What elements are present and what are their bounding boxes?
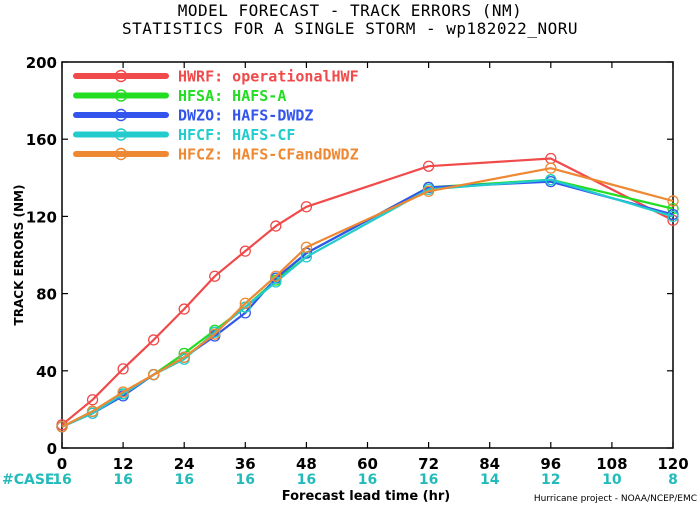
data-point	[422, 185, 435, 197]
series-line	[61, 178, 674, 428]
data-point	[178, 351, 190, 363]
y-tick-label: 200	[26, 54, 57, 72]
series-2	[56, 174, 679, 433]
case-count: 16	[419, 472, 438, 488]
data-point	[667, 210, 679, 223]
legend-item: HFCF: HAFS-CF	[73, 126, 295, 144]
data-point	[147, 334, 160, 346]
case-count: 16	[174, 472, 193, 488]
series-layer	[56, 152, 679, 433]
title-line-2: STATISTICS FOR A SINGLE STORM - wp182022…	[122, 19, 578, 38]
x-tick-label: 24	[174, 455, 195, 473]
data-point	[117, 363, 129, 375]
data-point	[147, 369, 160, 381]
legend-marker	[114, 147, 128, 161]
x-tick-label: 0	[57, 455, 67, 473]
data-point	[300, 201, 313, 213]
x-tick-label: 60	[357, 455, 378, 473]
data-point	[209, 270, 221, 282]
credit-text: Hurricane project - NOAA/NCEP/EMC	[534, 494, 697, 504]
legend-item: DWZO: HAFS-DWDZ	[73, 107, 313, 125]
x-tick-label: 96	[540, 455, 561, 473]
legend-marker	[114, 69, 128, 83]
case-count: 8	[668, 472, 678, 488]
x-tick-label: 72	[418, 455, 439, 473]
data-point	[117, 386, 129, 398]
case-count: 16	[236, 472, 255, 488]
data-point	[239, 245, 251, 257]
x-axis-label: Forecast lead time (hr)	[282, 489, 450, 504]
data-point	[86, 394, 99, 406]
case-count: 16	[297, 472, 316, 488]
x-tick-label: 108	[596, 455, 627, 473]
legend-marker	[114, 128, 128, 141]
y-tick-label: 120	[26, 208, 57, 226]
plot-frame	[61, 61, 674, 449]
title-line-1: MODEL FORECAST - TRACK ERRORS (NM)	[177, 1, 523, 20]
case-count: 14	[480, 472, 500, 488]
x-tick-label: 12	[113, 455, 134, 473]
legend-label: HFSA: HAFS-A	[178, 87, 286, 105]
case-count: 10	[602, 472, 622, 488]
y-tick-label: 80	[36, 286, 57, 304]
case-count: 12	[541, 472, 560, 488]
series-line	[61, 178, 674, 428]
data-point	[300, 241, 313, 253]
y-tick-label: 0	[47, 440, 57, 458]
data-point	[86, 405, 99, 417]
y-axis-label: TRACK ERRORS (NM)	[12, 185, 26, 326]
series-4	[56, 174, 679, 433]
data-point	[667, 195, 679, 207]
legend-item: HFCZ: HAFS-CFandDWDZ	[73, 146, 359, 164]
x-tick-label: 84	[479, 455, 500, 473]
data-point	[545, 162, 557, 174]
data-point	[209, 328, 221, 340]
case-count: 16	[358, 472, 377, 488]
data-point	[178, 303, 190, 315]
series-3	[56, 176, 679, 433]
x-tick-label: 120	[657, 455, 688, 473]
data-point	[422, 160, 435, 172]
data-point	[270, 270, 282, 282]
legend-item: HFSA: HAFS-A	[73, 87, 286, 105]
chart-title: MODEL FORECAST - TRACK ERRORS (NM) STATI…	[0, 2, 700, 38]
case-count: 16	[113, 472, 132, 488]
data-point	[239, 297, 251, 309]
data-point	[56, 421, 68, 433]
data-point	[270, 220, 282, 232]
legend-label: HFCZ: HAFS-CFandDWDZ	[178, 146, 359, 164]
y-tick-label: 40	[36, 363, 57, 381]
legend-label: HWRF: operationalHWF	[178, 68, 359, 86]
y-tick-label: 160	[26, 131, 57, 149]
series-1	[56, 152, 679, 431]
case-count: 16	[52, 472, 71, 488]
x-tick-label: 48	[296, 455, 317, 473]
data-point	[545, 174, 557, 186]
legend-label: HFCF: HAFS-CF	[178, 126, 295, 144]
legend-marker	[114, 108, 128, 122]
series-5	[56, 162, 679, 433]
case-label: #CASE	[2, 472, 55, 488]
legend-label: DWZO: HAFS-DWDZ	[178, 107, 313, 125]
x-tick-label: 36	[235, 455, 256, 473]
series-line	[61, 157, 674, 426]
series-line	[61, 167, 674, 428]
legend-marker	[114, 89, 128, 102]
legend-item: HWRF: operationalHWF	[73, 68, 359, 86]
